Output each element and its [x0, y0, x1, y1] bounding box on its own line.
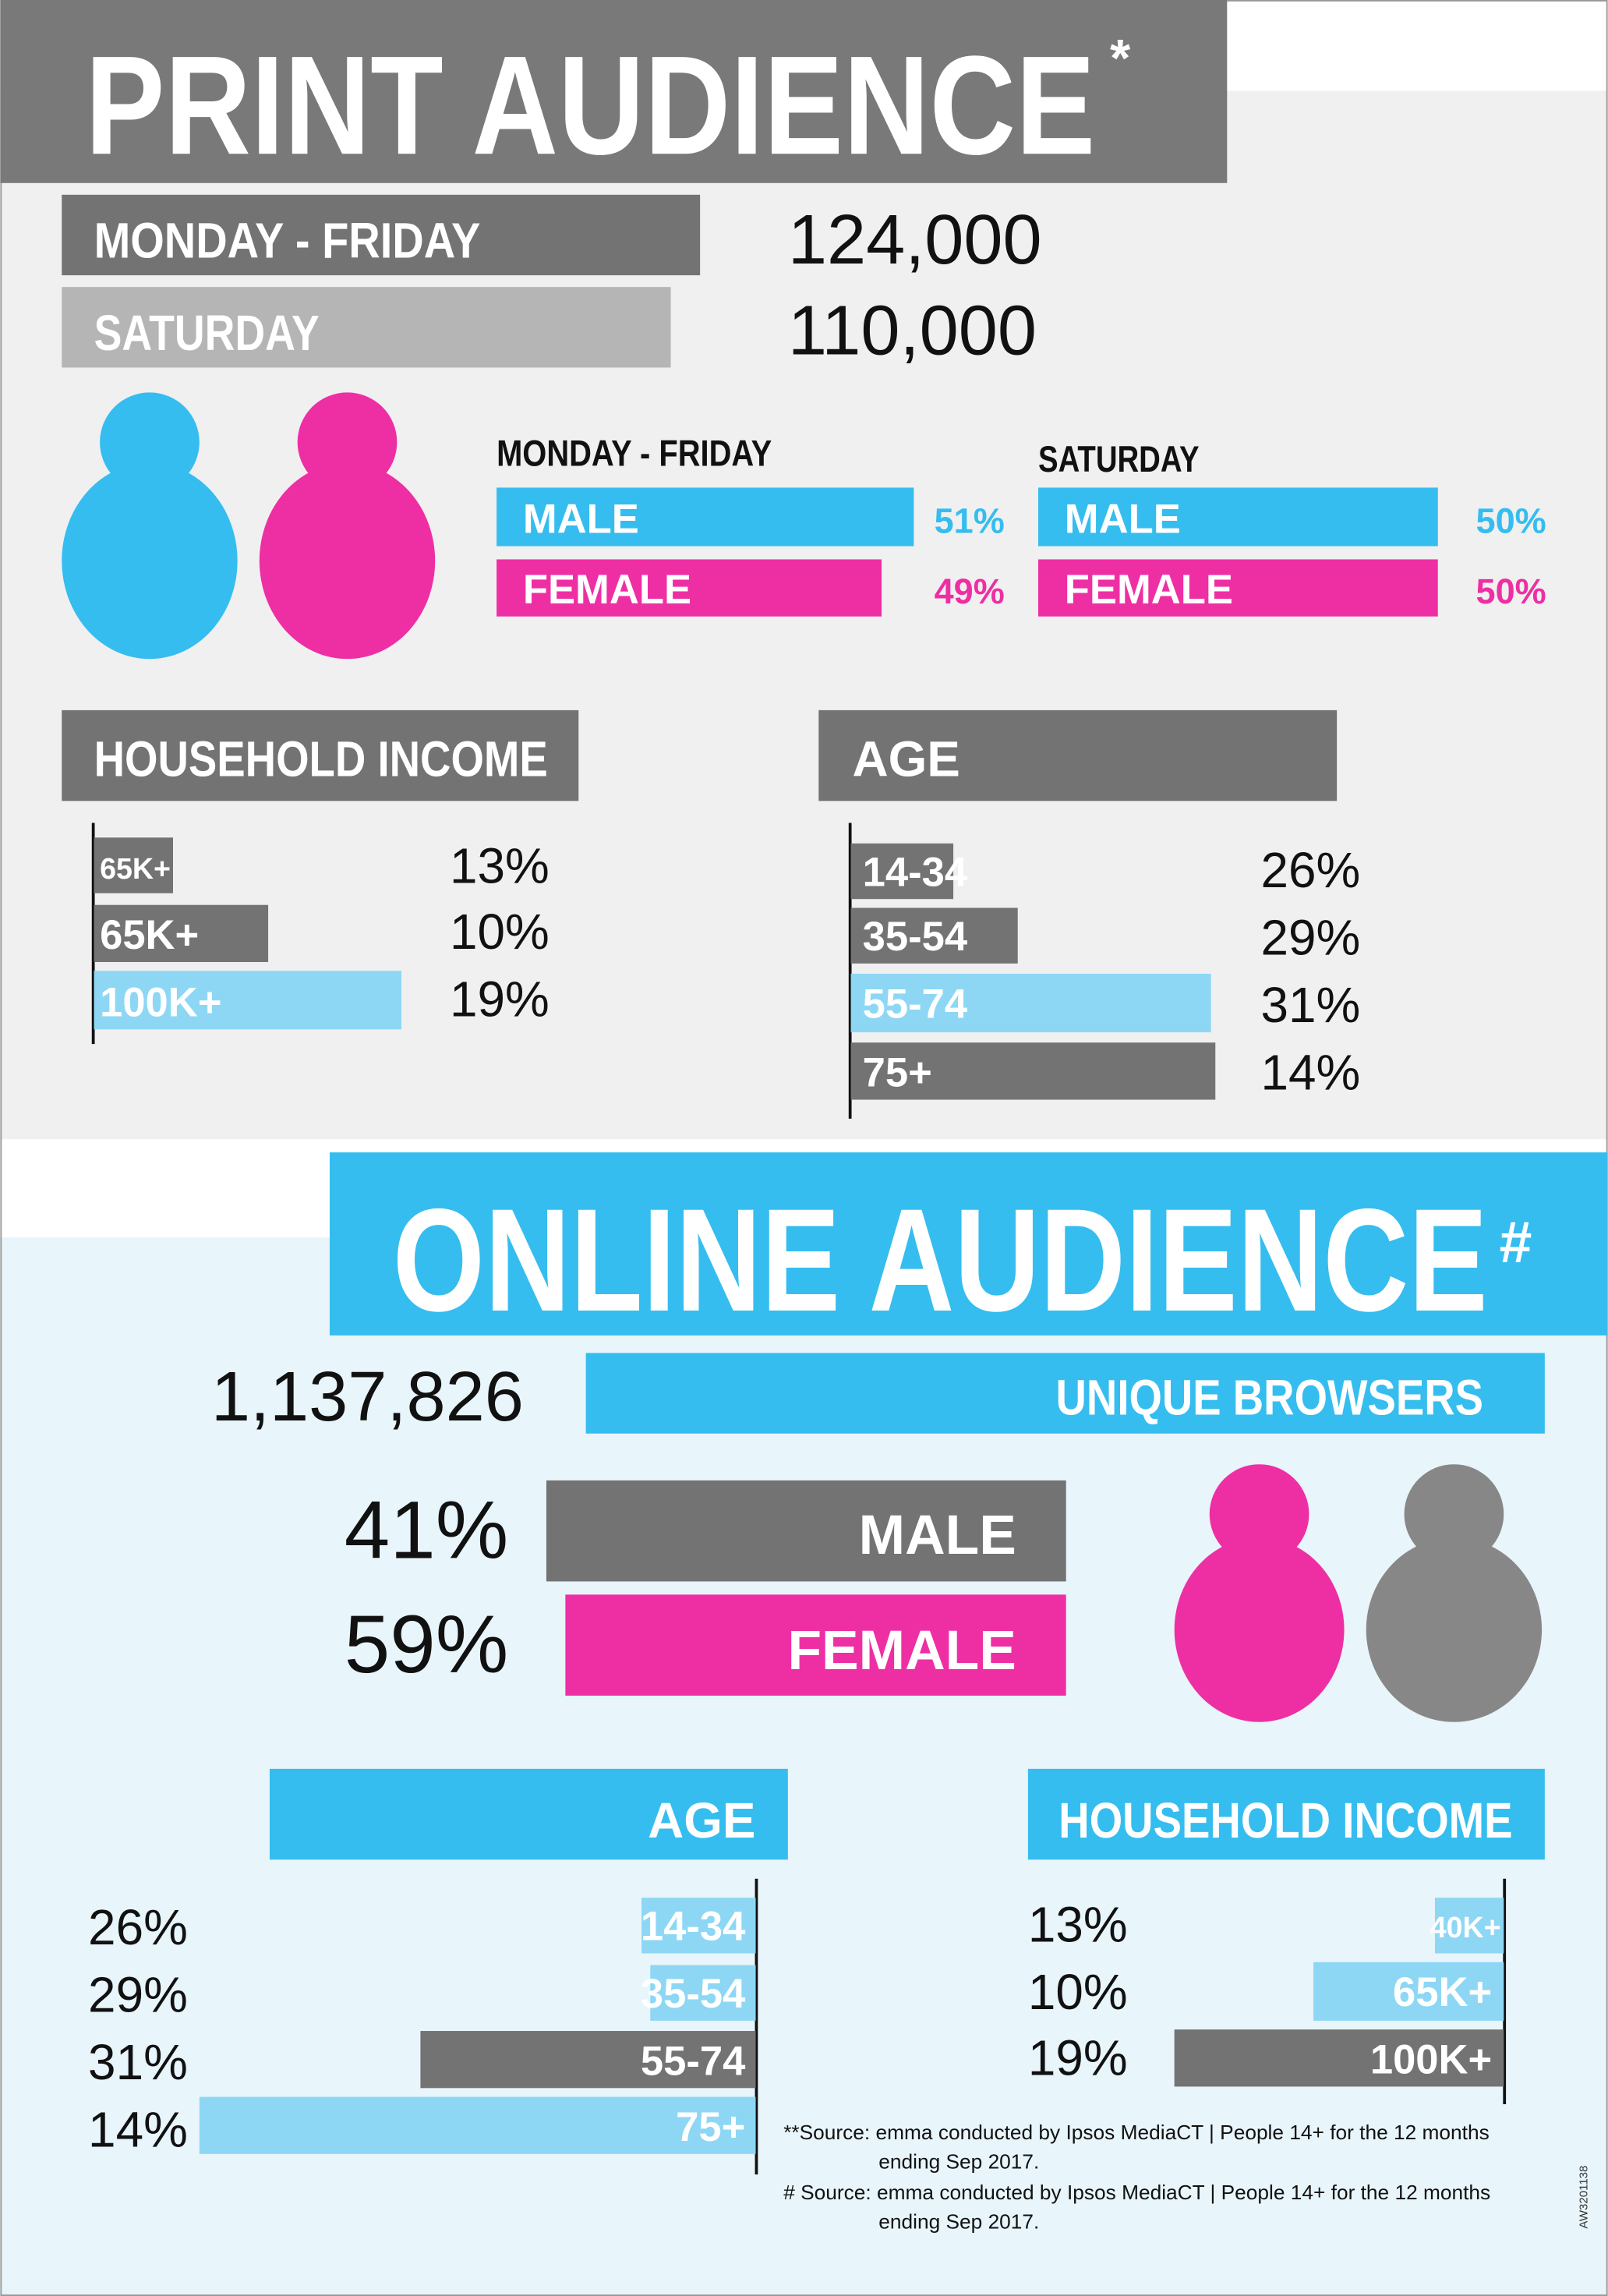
gender-label: MALE	[859, 1504, 1016, 1566]
bar-value: 10%	[450, 904, 550, 960]
bar-value: 19%	[450, 971, 550, 1027]
bar-label: 14-34	[863, 849, 967, 895]
bar-label: 100K+	[1370, 2037, 1492, 2083]
gender-label: MALE	[1065, 497, 1181, 543]
title: ONLINE AUDIENCE	[393, 1178, 1488, 1342]
gender-heading: MONDAY - FRIDAY	[497, 432, 772, 473]
section-heading: AGE	[648, 1792, 755, 1848]
section-heading: HOUSEHOLD INCOME	[94, 731, 548, 787]
browsers-bar	[585, 1353, 1545, 1434]
readership-value: 110,000	[788, 292, 1037, 370]
bar-label: 14-34	[641, 1904, 745, 1950]
gender-bar	[565, 1594, 1066, 1696]
bar-label: 100K+	[100, 979, 221, 1025]
bar-label: 65K+	[100, 912, 199, 958]
bar-label: 55-74	[641, 2038, 745, 2084]
bar	[199, 2096, 756, 2154]
bar-label: 35-54	[641, 1971, 745, 2017]
title: PRINT AUDIENCE	[85, 27, 1095, 184]
bar-value: 31%	[88, 2034, 188, 2090]
section-header	[62, 709, 579, 801]
bar-value: 13%	[450, 838, 550, 894]
bar-value: 31%	[1260, 977, 1360, 1033]
gender-bar	[497, 559, 882, 617]
gender-label: MALE	[523, 497, 639, 543]
bar-value: 13%	[1028, 1896, 1128, 1952]
footnote: # Source: emma conducted by Ipsos MediaC…	[783, 2181, 1490, 2204]
gender-label: FEMALE	[787, 1619, 1016, 1682]
bar-value: 29%	[88, 1967, 188, 2023]
readership-bar	[62, 287, 671, 368]
gender-bar	[497, 487, 914, 547]
bar	[850, 843, 954, 900]
bar	[850, 1042, 1216, 1100]
bar-label: 65K+	[100, 852, 171, 885]
person-icon	[1174, 1464, 1543, 1722]
bar-value: 26%	[1260, 842, 1360, 898]
gender-value: 59%	[345, 1599, 508, 1690]
readership-label: MONDAY - FRIDAY	[94, 213, 481, 269]
section-heading: HOUSEHOLD INCOME	[1058, 1792, 1512, 1848]
bar-label: 55-74	[863, 981, 967, 1027]
footnote: ending Sep 2017.	[878, 2150, 1039, 2174]
bar-value: 14%	[88, 2101, 188, 2157]
gender-label: FEMALE	[1065, 567, 1233, 613]
bar-label: 75+	[863, 1050, 932, 1096]
bar	[94, 837, 174, 893]
section-header	[1027, 1768, 1545, 1860]
bar	[850, 973, 1211, 1033]
bar	[94, 904, 269, 962]
gender-value: 50%	[1476, 571, 1546, 611]
gender-heading: SATURDAY	[1038, 438, 1200, 479]
bar	[641, 1898, 756, 1954]
bar-value: 19%	[1028, 2029, 1128, 2086]
browsers-label: UNIQUE BROWSERS	[1056, 1369, 1483, 1425]
title-bar	[0, 0, 1228, 183]
bar	[850, 907, 1018, 964]
bar	[420, 2031, 756, 2089]
gender-value: 51%	[935, 501, 1005, 541]
footnote: ending Sep 2017.	[878, 2210, 1039, 2234]
section-heading: AGE	[852, 731, 959, 787]
bar-value: 29%	[1260, 910, 1360, 966]
section-header	[269, 1768, 788, 1860]
bar-value: 26%	[88, 1899, 188, 1955]
person-icon	[62, 392, 436, 660]
gender-label: FEMALE	[523, 567, 691, 613]
bar	[1434, 1898, 1504, 1954]
bar	[650, 1965, 756, 2021]
gender-bar	[1038, 487, 1438, 547]
title-mark: *	[1110, 30, 1131, 88]
section-header	[818, 709, 1338, 801]
code: AW3201138	[1577, 2166, 1590, 2229]
bar	[1313, 1962, 1504, 2021]
bar-label: 40K+	[1430, 1911, 1501, 1944]
footnote: **Source: emma conducted by Ipsos MediaC…	[783, 2121, 1490, 2144]
readership-value: 124,000	[788, 200, 1042, 279]
title-mark: #	[1500, 1209, 1532, 1275]
readership-bar	[62, 194, 701, 276]
bar	[1174, 2029, 1504, 2087]
bar-label: 65K+	[1393, 1969, 1492, 2015]
gender-bar	[546, 1480, 1066, 1582]
title-bar	[329, 1152, 1608, 1336]
bar-label: 75+	[676, 2104, 745, 2150]
gender-value: 41%	[345, 1484, 508, 1576]
gender-value: 49%	[935, 571, 1005, 611]
bar-value: 14%	[1260, 1044, 1360, 1100]
bar	[94, 971, 401, 1030]
gender-bar	[1038, 559, 1438, 617]
bar-value: 10%	[1028, 1964, 1128, 2020]
readership-label: SATURDAY	[94, 305, 320, 361]
browsers-value: 1,137,826	[211, 1357, 524, 1436]
bar-label: 35-54	[863, 914, 967, 960]
gender-value: 50%	[1476, 501, 1546, 541]
